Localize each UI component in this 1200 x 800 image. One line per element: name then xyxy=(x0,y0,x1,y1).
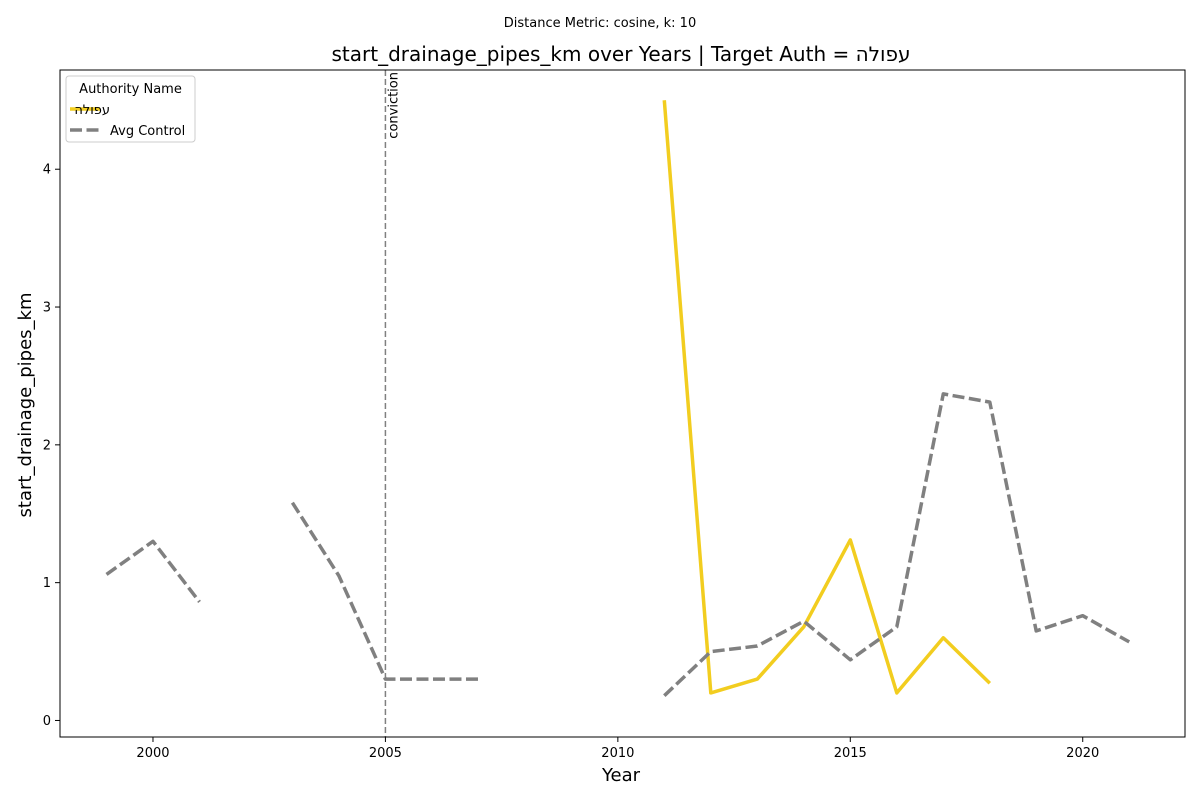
annotation-label-conviction: conviction xyxy=(386,72,401,139)
series-layer xyxy=(105,100,1131,697)
plot-frame xyxy=(59,69,1186,738)
y-axis-label: start_drainage_pipes_km xyxy=(15,293,36,518)
axes: 2000 2005 2010 2015 2020 0 1 2 3 4 xyxy=(43,69,1186,761)
series-line-control xyxy=(105,392,1131,697)
x-tick-label-2005: 2005 xyxy=(369,746,402,761)
annotations: conviction xyxy=(384,70,401,737)
plot-area xyxy=(60,70,1185,737)
y-tick-label-3: 3 xyxy=(43,301,51,316)
x-tick-label-2020: 2020 xyxy=(1066,746,1099,761)
chart-title: start_drainage_pipes_km over Years | Tar… xyxy=(332,42,911,66)
series-line-target xyxy=(662,100,992,695)
y-tick-label-1: 1 xyxy=(43,576,51,591)
y-tick-label-4: 4 xyxy=(43,163,51,178)
x-tick-label-2010: 2010 xyxy=(601,746,634,761)
plot-background xyxy=(60,70,1185,737)
legend-label-target: עפולה xyxy=(74,103,110,118)
x-tick-label-2000: 2000 xyxy=(136,746,169,761)
x-tick-label-2015: 2015 xyxy=(834,746,867,761)
chart-suptitle: Distance Metric: cosine, k: 10 xyxy=(504,16,696,31)
y-tick-label-0: 0 xyxy=(43,714,51,729)
legend-title: Authority Name xyxy=(79,82,182,97)
x-axis-label: Year xyxy=(601,765,641,786)
legend-label-control: Avg Control xyxy=(110,124,185,139)
legend-box xyxy=(65,75,196,143)
legend: Authority Name עפולה Avg Control xyxy=(65,75,196,143)
y-tick-label-2: 2 xyxy=(43,438,51,453)
